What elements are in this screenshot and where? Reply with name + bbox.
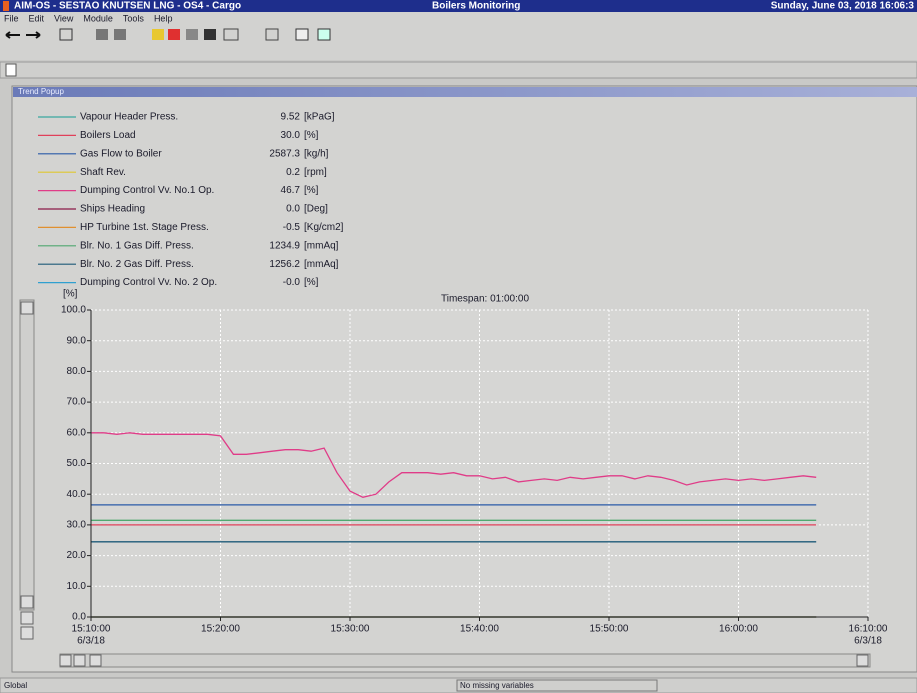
- tool-button[interactable]: [296, 29, 308, 40]
- legend-unit: [mmAq]: [304, 259, 339, 270]
- legend-name: Dumping Control Vv. No. 2 Op.: [80, 277, 217, 288]
- x-tick-date: 6/3/18: [854, 636, 882, 647]
- y-tick-label: 20.0: [67, 550, 87, 561]
- menu-item[interactable]: View: [54, 13, 74, 23]
- timespan: Timespan: 01:00:00: [441, 294, 529, 305]
- tab-strip: [0, 62, 917, 78]
- x-tick-label: 16:10:00: [849, 624, 888, 635]
- menu-item[interactable]: Tools: [123, 13, 145, 23]
- y-tick-label: 0.0: [72, 612, 86, 623]
- legend-readout: 30.0: [281, 130, 301, 141]
- menu-item[interactable]: File: [4, 13, 19, 23]
- y-unit: [%]: [63, 289, 78, 300]
- screen: AIM-OS - SESTAO KNUTSEN LNG - OS4 - Carg…: [0, 0, 917, 693]
- x-tick-label: 15:20:00: [201, 624, 240, 635]
- status-left: Global: [4, 681, 27, 690]
- legend-name: Blr. No. 2 Gas Diff. Press.: [80, 259, 194, 270]
- horizontal-scroll: [60, 654, 870, 667]
- legend-name: HP Turbine 1st. Stage Press.: [80, 222, 209, 233]
- legend-readout: 1256.2: [269, 259, 300, 270]
- legend-unit: [mmAq]: [304, 240, 339, 251]
- legend-name: Dumping Control Vv. No.1 Op.: [80, 185, 214, 196]
- tool-button[interactable]: [168, 29, 180, 40]
- datetime: Sunday, June 03, 2018 16:06:3: [771, 1, 915, 12]
- tool-button[interactable]: [96, 29, 108, 40]
- menu-item[interactable]: Module: [83, 13, 113, 23]
- x-tick-label: 15:30:00: [331, 624, 370, 635]
- legend-unit: [%]: [304, 277, 319, 288]
- tool-button[interactable]: [318, 29, 330, 40]
- tool-button[interactable]: [114, 29, 126, 40]
- tab-box[interactable]: [6, 64, 16, 76]
- legend-unit: [rpm]: [304, 167, 327, 178]
- legend-name: Shaft Rev.: [80, 167, 126, 178]
- popup-title-bar: [13, 87, 917, 97]
- scroll-track[interactable]: [20, 300, 34, 610]
- scroll-right[interactable]: [857, 655, 868, 666]
- legend-readout: 9.52: [281, 112, 301, 123]
- app-icon: [3, 1, 9, 11]
- y-tick-label: 70.0: [67, 397, 87, 408]
- legend-readout: 0.2: [286, 167, 300, 178]
- legend-readout: -0.0: [283, 277, 301, 288]
- scroll-track[interactable]: [60, 654, 870, 667]
- menu-item[interactable]: Help: [154, 13, 173, 23]
- legend-unit: [kg/h]: [304, 148, 329, 159]
- legend-readout: 0.0: [286, 204, 300, 215]
- legend-unit: [Kg/cm2]: [304, 222, 344, 233]
- y-tick-label: 90.0: [67, 335, 87, 346]
- y-tick-label: 80.0: [67, 366, 87, 377]
- legend-name: Vapour Header Press.: [80, 112, 178, 123]
- legend-unit: [Deg]: [304, 204, 328, 215]
- legend-unit: [%]: [304, 130, 319, 141]
- scroll-up[interactable]: [21, 302, 33, 314]
- x-tick-label: 15:50:00: [590, 624, 629, 635]
- x-tick-label: 15:10:00: [72, 624, 111, 635]
- window-title: AIM-OS - SESTAO KNUTSEN LNG - OS4 - Carg…: [14, 1, 241, 12]
- vertical-scroll: [20, 300, 34, 639]
- zoom-in[interactable]: [21, 612, 33, 624]
- legend-name: Blr. No. 1 Gas Diff. Press.: [80, 240, 194, 251]
- tool-button[interactable]: [152, 29, 164, 40]
- legend-readout: 1234.9: [269, 240, 300, 251]
- x-tick-label: 15:40:00: [460, 624, 499, 635]
- status-center: No missing variables: [460, 681, 534, 690]
- legend-unit: [kPaG]: [304, 112, 335, 123]
- y-tick-label: 10.0: [67, 581, 87, 592]
- menu-item[interactable]: Edit: [29, 13, 45, 23]
- legend-readout: -0.5: [283, 222, 301, 233]
- legend-readout: 46.7: [281, 185, 301, 196]
- x-tick-label: 16:00:00: [719, 624, 758, 635]
- y-tick-label: 50.0: [67, 458, 87, 469]
- zoom-out[interactable]: [21, 627, 33, 639]
- page: {"window": {"title": "AIM-OS - SESTAO KN…: [0, 0, 917, 693]
- tool-button[interactable]: [186, 29, 198, 40]
- x-tick-date: 6/3/18: [77, 636, 105, 647]
- y-tick-label: 100.0: [61, 305, 86, 316]
- legend-name: Boilers Load: [80, 130, 136, 141]
- scroll-left[interactable]: [90, 655, 101, 666]
- screen-title: Boilers Monitoring: [432, 1, 520, 12]
- legend-name: Gas Flow to Boiler: [80, 148, 162, 159]
- title-bar: AIM-OS - SESTAO KNUTSEN LNG - OS4 - Carg…: [0, 0, 917, 12]
- popup-title: Trend Popup: [18, 87, 65, 96]
- y-tick-label: 60.0: [67, 427, 87, 438]
- zoom-in[interactable]: [74, 655, 85, 666]
- legend-readout: 2587.3: [269, 148, 300, 159]
- y-tick-label: 30.0: [67, 520, 87, 531]
- tool-button[interactable]: [204, 29, 216, 40]
- scroll-down[interactable]: [21, 596, 33, 608]
- legend-name: Ships Heading: [80, 204, 145, 215]
- zoom-out[interactable]: [60, 655, 71, 666]
- y-tick-label: 40.0: [67, 489, 87, 500]
- legend-unit: [%]: [304, 185, 319, 196]
